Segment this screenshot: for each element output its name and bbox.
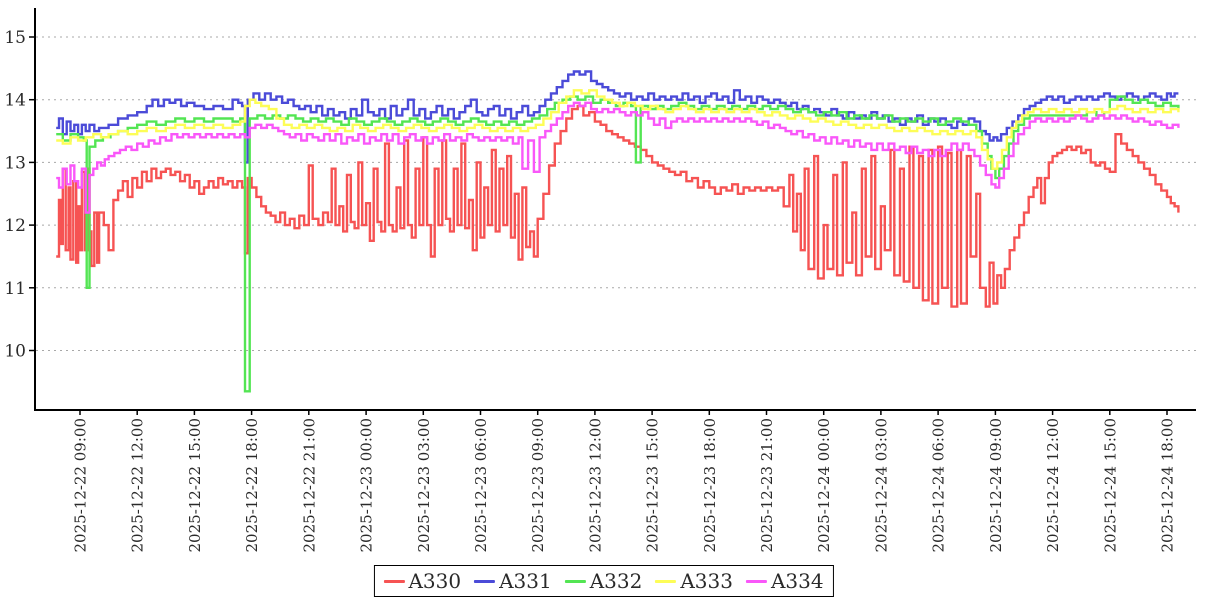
legend-item-a330: A330 bbox=[383, 571, 461, 591]
y-axis-ticks: 10 11 12 13 14 15 bbox=[4, 28, 35, 362]
chart-legend: A330 A331 A332 A333 A334 bbox=[373, 565, 834, 597]
legend-swatch-a333 bbox=[655, 579, 677, 583]
x-tick-label: 2025-12-24 00:00 bbox=[815, 418, 833, 552]
x-tick-label: 2025-12-24 15:00 bbox=[1101, 418, 1119, 552]
x-tick-label: 2025-12-23 18:00 bbox=[701, 418, 719, 552]
y-tick-label: 14 bbox=[4, 91, 26, 111]
x-tick-label: 2025-12-23 03:00 bbox=[415, 418, 433, 552]
x-tick-label: 2025-12-23 00:00 bbox=[358, 418, 376, 552]
y-tick-label: 11 bbox=[4, 279, 26, 299]
y-tick-label: 10 bbox=[4, 342, 26, 362]
x-tick-label: 2025-12-22 12:00 bbox=[129, 418, 147, 552]
legend-item-a332: A332 bbox=[564, 569, 643, 593]
series-lines bbox=[56, 70, 1180, 393]
legend-item-a333: A333 bbox=[655, 571, 733, 591]
series-line-A332 bbox=[56, 95, 1180, 393]
series-line-A330 bbox=[56, 104, 1180, 308]
x-tick-label: 2025-12-24 09:00 bbox=[987, 418, 1005, 552]
y-gridlines bbox=[36, 36, 1196, 351]
legend-swatch-a334 bbox=[745, 579, 767, 583]
x-tick-label: 2025-12-24 12:00 bbox=[1044, 418, 1062, 552]
x-tick-label: 2025-12-22 21:00 bbox=[300, 418, 318, 552]
y-tick-label: 15 bbox=[4, 28, 26, 48]
x-tick-label: 2025-12-24 18:00 bbox=[1159, 418, 1177, 552]
legend-swatch-a331 bbox=[474, 579, 496, 583]
x-tick-label: 2025-12-22 15:00 bbox=[186, 418, 204, 552]
legend-item-a334: A334 bbox=[745, 569, 824, 593]
x-tick-label: 2025-12-24 03:00 bbox=[872, 418, 890, 552]
x-tick-label: 2025-12-23 12:00 bbox=[586, 418, 604, 552]
series-line-A334 bbox=[56, 101, 1180, 214]
x-tick-label: 2025-12-22 18:00 bbox=[243, 418, 261, 552]
x-tick-label: 2025-12-23 21:00 bbox=[758, 418, 776, 552]
legend-swatch-a332 bbox=[564, 579, 586, 583]
legend-label: A333 bbox=[680, 569, 733, 593]
legend-item-a331: A331 bbox=[474, 571, 552, 591]
legend-label: A334 bbox=[770, 569, 824, 593]
x-tick-label: 2025-12-24 06:00 bbox=[930, 418, 948, 552]
series-line-A331 bbox=[56, 70, 1179, 164]
legend-swatch-a330 bbox=[383, 579, 405, 583]
legend-label: A332 bbox=[589, 569, 643, 593]
y-tick-label: 12 bbox=[4, 216, 26, 236]
x-tick-label: 2025-12-22 09:00 bbox=[72, 418, 90, 552]
x-axis-ticks: 2025-12-22 09:00 2025-12-22 12:00 2025-12-… bbox=[72, 410, 1177, 552]
legend-label: A330 bbox=[408, 569, 462, 593]
axes bbox=[34, 8, 1196, 411]
x-tick-label: 2025-12-23 09:00 bbox=[529, 418, 547, 552]
x-tick-label: 2025-12-23 15:00 bbox=[644, 418, 662, 552]
series-line-A333 bbox=[56, 89, 1180, 170]
y-tick-label: 13 bbox=[4, 153, 26, 173]
legend-label: A331 bbox=[499, 569, 552, 593]
x-tick-label: 2025-12-23 06:00 bbox=[472, 418, 490, 552]
